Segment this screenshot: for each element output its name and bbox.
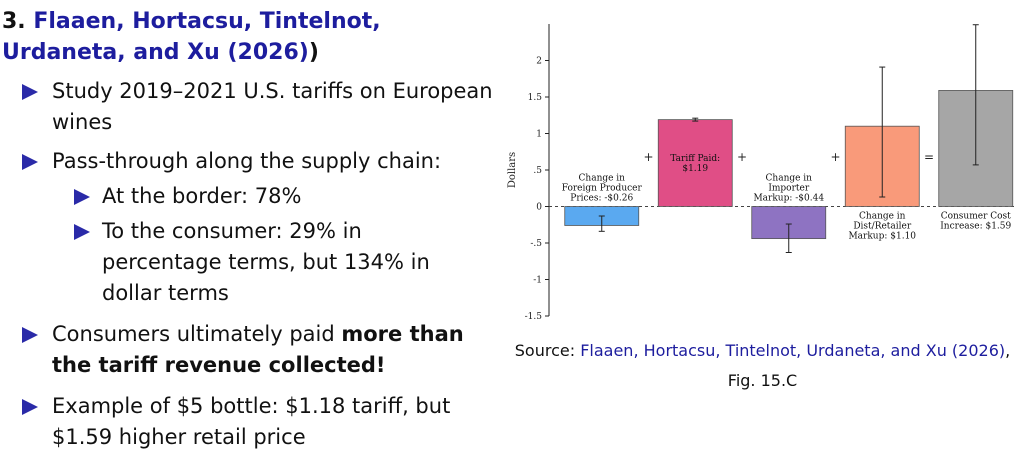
bullet-text: Pass-through along the supply chain: [52,149,442,173]
bullet-text: To the consumer: 29% in percentage terms… [102,219,430,305]
chart-svg: -1.5 -1 -.5 0 .5 1 1.5 2 Dollars Change in Foreign… [507,24,1015,322]
heading-number: 3. [2,9,26,34]
operator-symbol: = [924,150,934,164]
sub-bullet-item: At the border: 78% [0,181,500,212]
y-tick-label: 1 [536,130,542,140]
y-tick-label: -1.5 [525,312,543,322]
slide-text: 3. Flaaen, Hortacsu, Tintelnot, Urdaneta… [0,6,500,453]
pass-through-chart: -1.5 -1 -.5 0 .5 1 1.5 2 Dollars Change in Foreign… [505,6,1020,336]
caption-citation[interactable]: Flaaen, Hortacsu, Tintelnot, Urdaneta, a… [580,341,1006,360]
bullet-triangle-icon [22,154,38,170]
bullet-triangle-icon [74,189,90,205]
bullet-triangle-icon [22,399,38,415]
sub-bullet-item: To the consumer: 29% in percentage terms… [0,216,447,309]
bar-label: Change in Importer Markup: -$0.44 [753,174,824,204]
bullet-bold-text: more than the tariff revenue collected! [52,322,464,377]
y-axis-title: Dollars [507,152,518,188]
operator-symbol: + [643,150,653,164]
bullet-list: Study 2019–2021 U.S. tariffs on European… [0,76,500,453]
caption-prefix: Source: [514,341,576,360]
operator-symbol: + [830,150,840,164]
bullet-text: Study 2019–2021 U.S. tariffs on European… [52,79,493,134]
bullet-text: Consumers ultimately paid [52,322,342,346]
bullet-item: Example of $5 bottle: $1.18 tariff, but … [0,391,472,453]
y-tick-label: 2 [536,57,542,67]
y-tick-label: .5 [533,166,542,176]
figure-caption: Source: Flaaen, Hortacsu, Tintelnot, Urd… [505,336,1020,396]
y-tick-label: -.5 [530,239,542,249]
bar [657,119,733,207]
bullet-item: Consumers ultimately paid more than the … [0,319,472,381]
bar-label: Consumer Cost Increase: $1.59 [940,212,1011,232]
slide-heading: 3. Flaaen, Hortacsu, Tintelnot, Urdaneta… [2,6,500,68]
heading-authors[interactable]: Flaaen, Hortacsu, Tintelnot, Urdaneta, a… [2,9,381,65]
y-tick-label: 1.5 [528,93,543,103]
bar-label: Change in Dist/Retailer Markup: $1.10 [848,212,916,242]
bar-label: Change in Foreign Producer Prices: -$0.26 [562,174,643,204]
y-tick-label: -1 [533,276,542,286]
y-tick-label: 0 [536,203,542,213]
bullet-item: Study 2019–2021 U.S. tariffs on European… [0,76,500,138]
bullet-text: At the border: 78% [102,184,302,208]
bullet-triangle-icon [74,224,90,240]
bullet-text: Example of $5 bottle: $1.18 tariff, but … [52,394,451,449]
caption-suffix: , Fig. 15.C [727,341,1011,390]
bullet-triangle-icon [22,327,38,343]
bullet-item: Pass-through along the supply chain: [0,146,500,177]
heading-close: ) [308,40,319,65]
operator-symbol: + [737,150,747,164]
bullet-triangle-icon [22,84,38,100]
bar-label: Tariff Paid: $1.19 [670,154,720,174]
